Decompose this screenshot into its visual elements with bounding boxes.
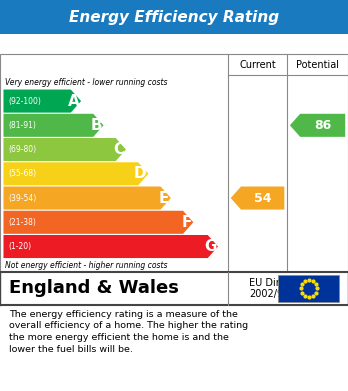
Text: 86: 86: [314, 119, 331, 132]
Text: Potential: Potential: [296, 60, 339, 70]
Text: Not energy efficient - higher running costs: Not energy efficient - higher running co…: [5, 261, 168, 270]
Text: (21-38): (21-38): [9, 218, 37, 227]
Bar: [0, 272, 348, 305]
Polygon shape: [3, 90, 81, 113]
Polygon shape: [231, 187, 284, 210]
Text: Energy Efficiency Rating: Energy Efficiency Rating: [69, 10, 279, 25]
Text: E: E: [159, 190, 169, 206]
Bar: [0, 54, 348, 272]
Text: England & Wales: England & Wales: [9, 279, 179, 298]
Text: The energy efficiency rating is a measure of the
overall efficiency of a home. T: The energy efficiency rating is a measur…: [9, 310, 248, 354]
Polygon shape: [290, 114, 345, 137]
Polygon shape: [3, 114, 104, 137]
Text: 54: 54: [254, 192, 271, 204]
Text: (39-54): (39-54): [9, 194, 37, 203]
Text: C: C: [113, 142, 124, 157]
Text: Current: Current: [239, 60, 276, 70]
Text: (69-80): (69-80): [9, 145, 37, 154]
Text: (55-68): (55-68): [9, 169, 37, 178]
Polygon shape: [3, 162, 148, 185]
Text: EU Directive
2002/91/EC: EU Directive 2002/91/EC: [249, 278, 309, 299]
Text: Very energy efficient - lower running costs: Very energy efficient - lower running co…: [5, 78, 168, 87]
Text: F: F: [181, 215, 191, 230]
Text: (92-100): (92-100): [9, 97, 41, 106]
Text: A: A: [68, 93, 79, 109]
Bar: [278, 275, 339, 302]
Text: (81-91): (81-91): [9, 121, 37, 130]
Polygon shape: [3, 235, 218, 258]
Text: (1-20): (1-20): [9, 242, 32, 251]
Polygon shape: [3, 187, 171, 210]
Polygon shape: [3, 138, 126, 161]
Polygon shape: [3, 211, 193, 234]
Bar: [0, 54, 348, 272]
Text: B: B: [90, 118, 102, 133]
Text: G: G: [204, 239, 216, 254]
Text: D: D: [134, 166, 147, 181]
Bar: [0, 0, 348, 34]
